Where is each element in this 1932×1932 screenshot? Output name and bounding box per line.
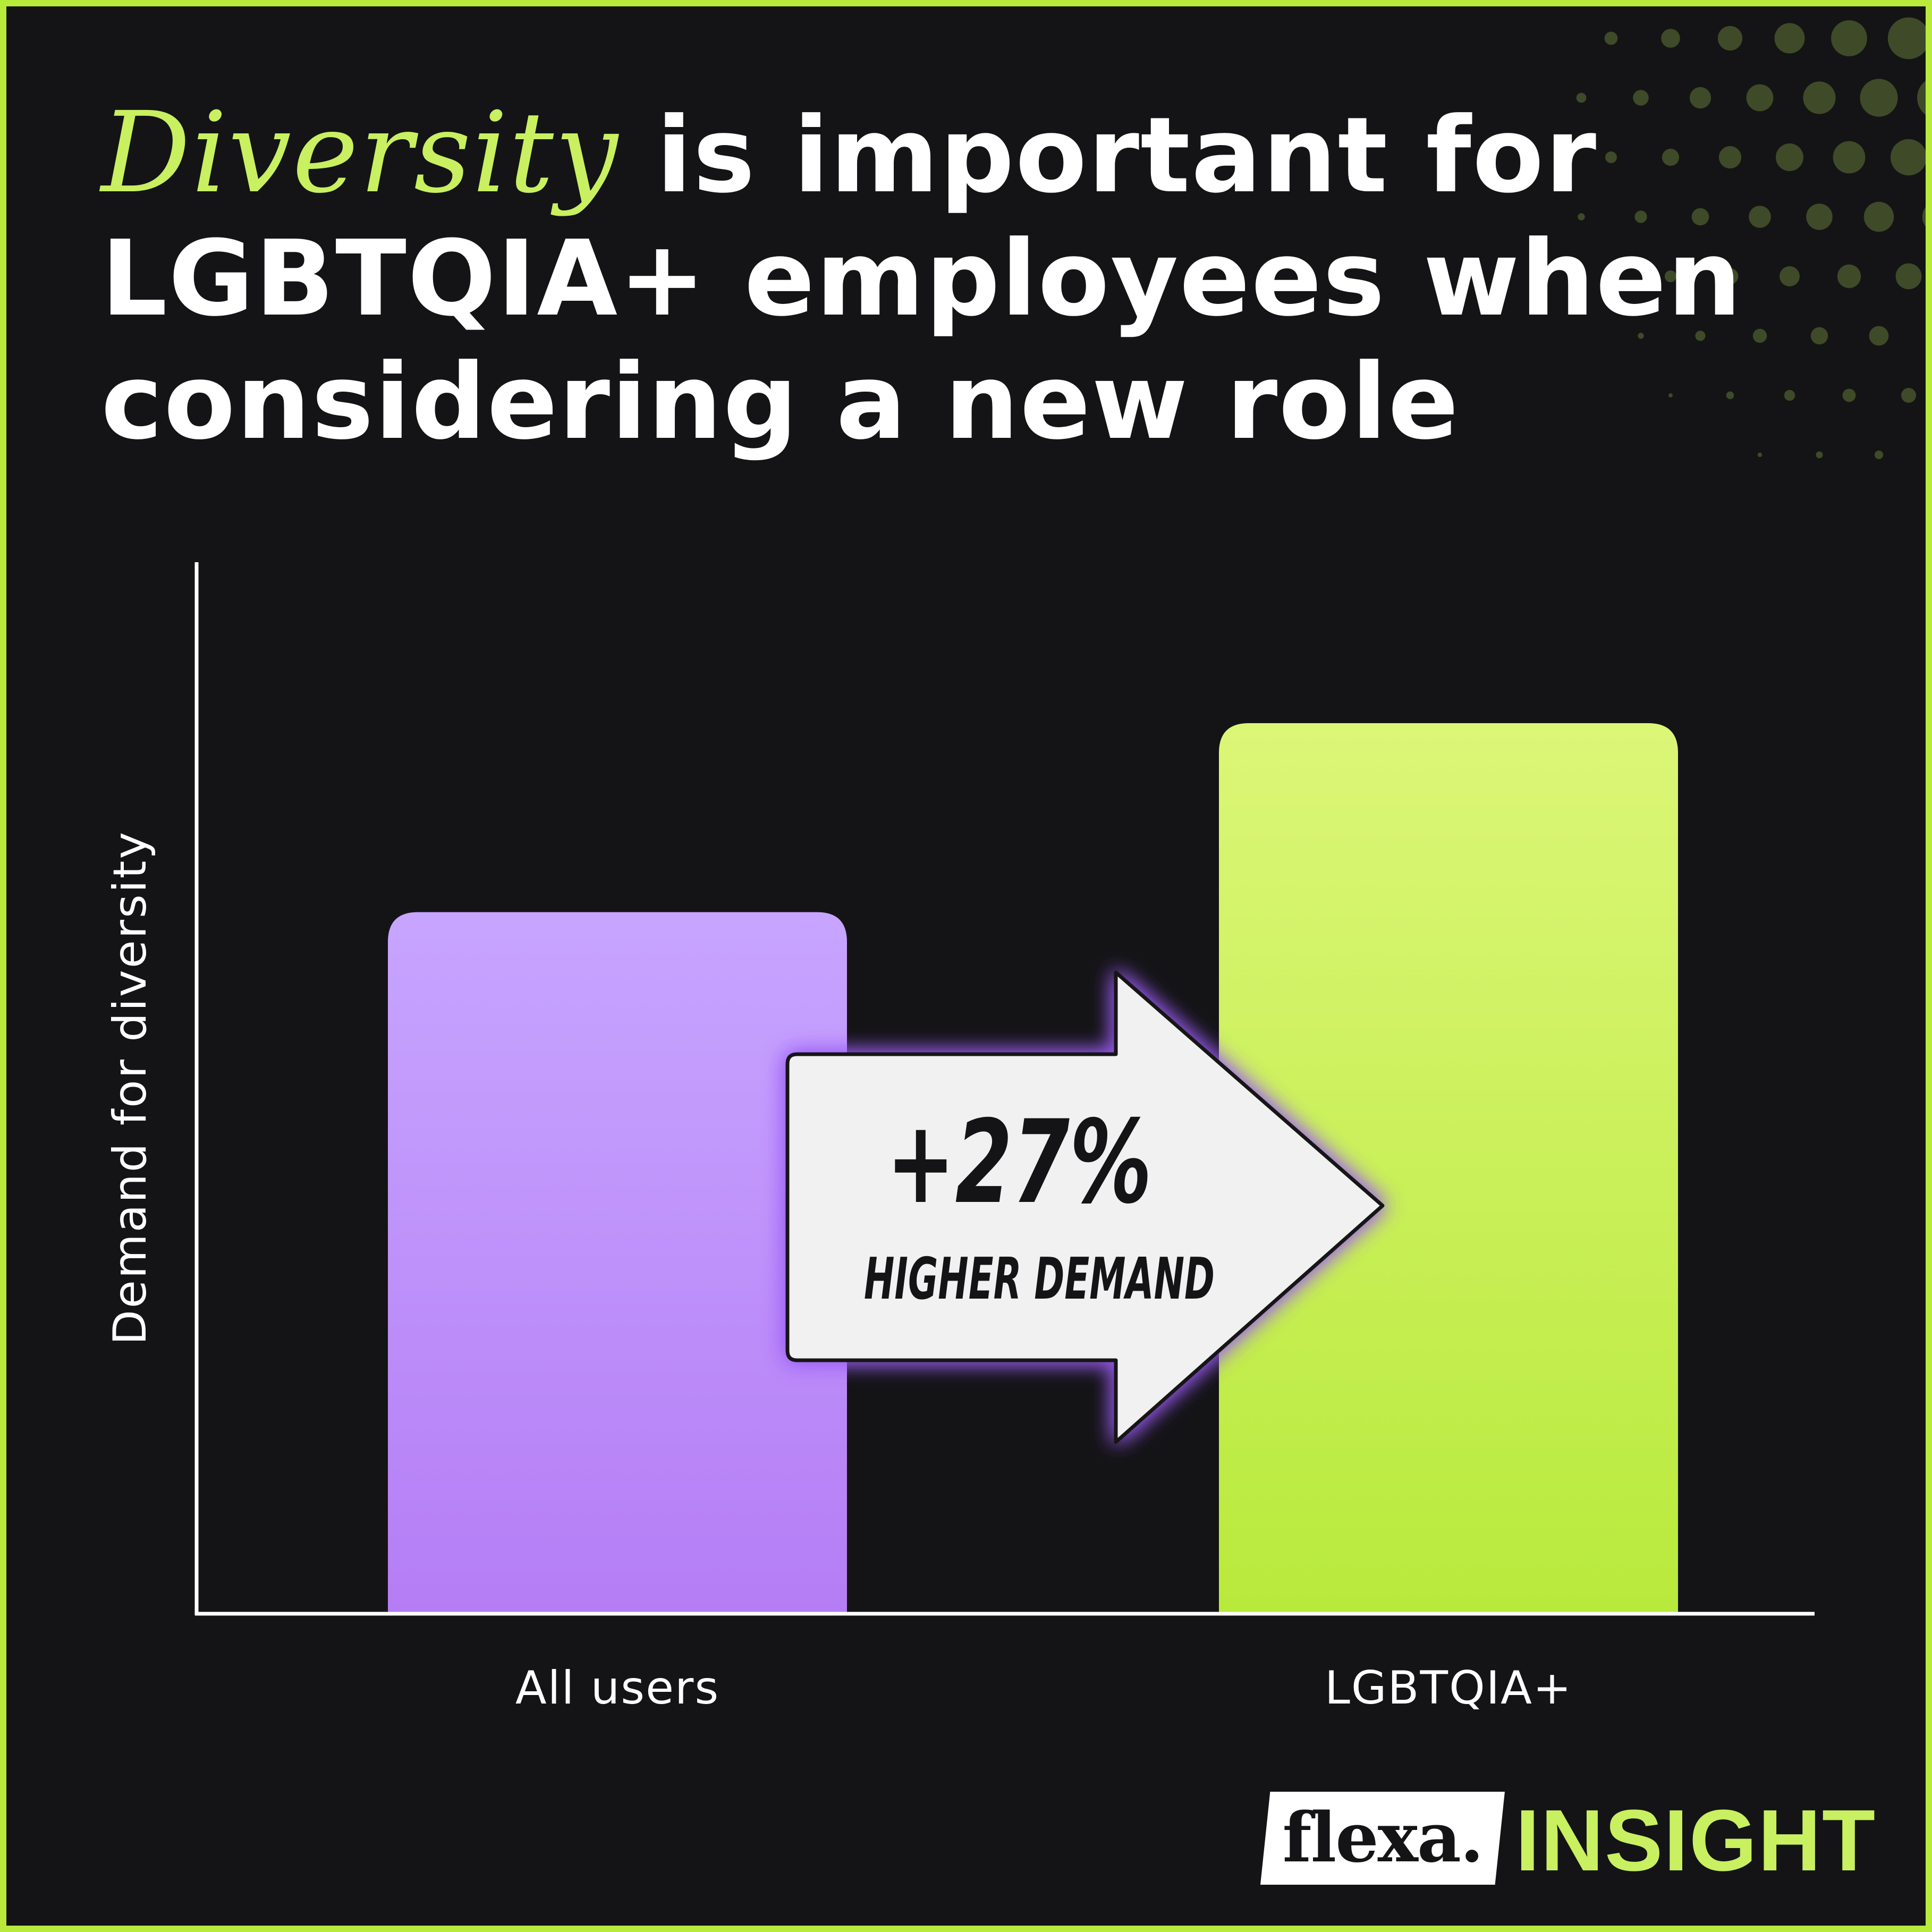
decorative-dot bbox=[1746, 84, 1774, 112]
decorative-dot bbox=[1780, 266, 1800, 286]
decorative-dot bbox=[1917, 81, 1926, 115]
bar-lgbtqia bbox=[1219, 723, 1678, 1612]
decorative-dot bbox=[1668, 393, 1673, 397]
decorative-dot bbox=[1752, 328, 1767, 343]
bar-all-users bbox=[388, 912, 847, 1612]
flexa-logo-text: flexa. bbox=[1282, 1798, 1484, 1878]
callout-label: HIGHER DEMAND bbox=[864, 1246, 1215, 1312]
decorative-dot bbox=[1634, 210, 1647, 223]
decorative-dot bbox=[1718, 146, 1742, 169]
decorative-dot bbox=[1806, 204, 1833, 230]
decorative-dot bbox=[1633, 90, 1649, 106]
decorative-dot bbox=[1695, 331, 1706, 341]
page-title: Diversity is important for LGBTQIA+ empl… bbox=[101, 91, 1801, 464]
decorative-dot bbox=[1691, 208, 1709, 226]
x-tick-label: LGBTQIA+ bbox=[1325, 1662, 1572, 1715]
bars-layer bbox=[388, 723, 1678, 1612]
x-tick-label: All users bbox=[515, 1662, 719, 1715]
decorative-dot bbox=[1607, 273, 1615, 280]
decorative-dot bbox=[1887, 17, 1926, 60]
brand-signature: flexa. INSIGHT bbox=[1250, 1786, 1887, 1889]
decorative-dot bbox=[1803, 81, 1836, 114]
decorative-dot-pattern bbox=[1576, 17, 1932, 460]
flexa-logo: flexa. bbox=[1260, 1792, 1505, 1885]
decorative-dot bbox=[1605, 151, 1617, 163]
decorative-dot bbox=[1749, 206, 1771, 228]
bar-chart: Demand for diversity All users LGBTQIA+ +… bbox=[104, 562, 1815, 1715]
decorative-dot bbox=[1689, 87, 1711, 109]
decorative-dot bbox=[1922, 207, 1926, 227]
decorative-dot bbox=[1604, 31, 1618, 45]
decorative-dot bbox=[1661, 29, 1680, 48]
decorative-dot bbox=[1816, 451, 1823, 459]
title-line-3: considering a new role bbox=[101, 342, 1460, 463]
decorative-dot bbox=[1662, 148, 1680, 166]
callout-value: +27% bbox=[886, 1096, 1152, 1229]
decorative-dot bbox=[1842, 388, 1856, 402]
title-line-1: is important for bbox=[618, 95, 1598, 216]
decorative-dot bbox=[1890, 139, 1926, 176]
decorative-dot bbox=[1578, 213, 1585, 221]
decorative-dot bbox=[1831, 20, 1867, 56]
decorative-dot bbox=[1863, 201, 1894, 232]
decorative-dot bbox=[1774, 23, 1805, 54]
decorative-dot bbox=[1837, 264, 1861, 289]
decorative-dot bbox=[1833, 141, 1866, 174]
decorative-dot bbox=[1874, 450, 1884, 460]
decorative-dot bbox=[1757, 452, 1762, 457]
x-tick-labels: All users LGBTQIA+ bbox=[515, 1662, 1572, 1715]
decorative-dot bbox=[1726, 391, 1734, 400]
increase-callout: +27% HIGHER DEMAND bbox=[785, 970, 1385, 1444]
decorative-dot bbox=[1901, 388, 1916, 403]
decorative-dot bbox=[1638, 333, 1644, 339]
decorative-dot bbox=[1722, 268, 1739, 285]
decorative-dot bbox=[1869, 326, 1889, 346]
decorative-dot bbox=[1784, 389, 1795, 401]
insight-label: INSIGHT bbox=[1515, 1792, 1877, 1889]
title-line-2: LGBTQIA+ employees when bbox=[101, 218, 1743, 340]
y-axis-label: Demand for diversity bbox=[104, 831, 157, 1345]
decorative-dot bbox=[1776, 143, 1803, 171]
decorative-dot bbox=[1576, 92, 1587, 103]
decorative-dot bbox=[1717, 26, 1743, 51]
callout-arrow bbox=[785, 970, 1385, 1444]
decorative-dot bbox=[1860, 79, 1898, 117]
decorative-dot bbox=[1928, 325, 1932, 346]
decorative-dot bbox=[1810, 327, 1828, 345]
decorative-dot bbox=[1664, 270, 1677, 283]
decorative-dot bbox=[1895, 263, 1922, 290]
title-accent-word: Diversity bbox=[101, 88, 619, 218]
